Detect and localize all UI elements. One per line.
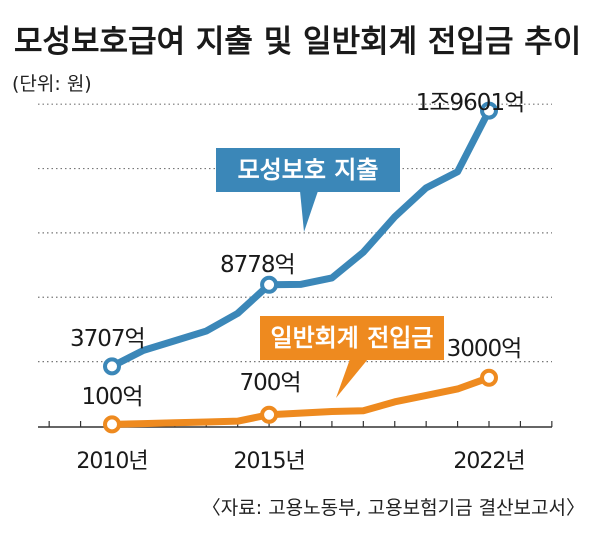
x-tick-label: 2022년 (453, 449, 524, 474)
source-note: 〈자료: 고용노동부, 고용보험기금 결산보고서〉 (202, 497, 585, 519)
x-tick-label: 2010년 (76, 449, 147, 474)
legend-box-2 (260, 316, 444, 360)
data-label: 700억 (239, 370, 300, 396)
data-label: 100억 (81, 384, 142, 410)
legend-label-2: 일반회계 전입금 (271, 324, 434, 352)
chart-title: 모성보호급여 지출 및 일반회계 전입금 추이 (14, 24, 581, 60)
data-point-marker (103, 415, 121, 434)
series-line-2 (108, 374, 493, 428)
data-point-marker (480, 101, 498, 120)
legend-pointer-1 (300, 191, 318, 232)
legend-box-1 (216, 148, 400, 192)
data-label: 3000억 (447, 336, 522, 362)
legend-label-1: 모성보호 지출 (238, 156, 379, 184)
data-point-marker (260, 275, 279, 294)
legend-pointer-2 (336, 359, 368, 398)
data-point-marker (480, 368, 498, 387)
data-label: 8778억 (220, 252, 295, 278)
series-layer (103, 101, 498, 434)
data-point-marker (260, 405, 279, 424)
series-line-1 (108, 107, 493, 370)
gridlines (38, 103, 552, 363)
unit-label: (단위: 원) (12, 73, 92, 95)
data-point-marker (103, 357, 121, 376)
data-label: 3707억 (70, 326, 145, 352)
x-tick-labels: 2010년 2015년 2022년 (76, 449, 525, 474)
x-tick-label: 2015년 (233, 449, 304, 474)
data-label-layer: 3707억 8778억 1조9601억 100억 700억 3000억 (70, 90, 525, 410)
data-label: 1조9601억 (416, 90, 525, 116)
